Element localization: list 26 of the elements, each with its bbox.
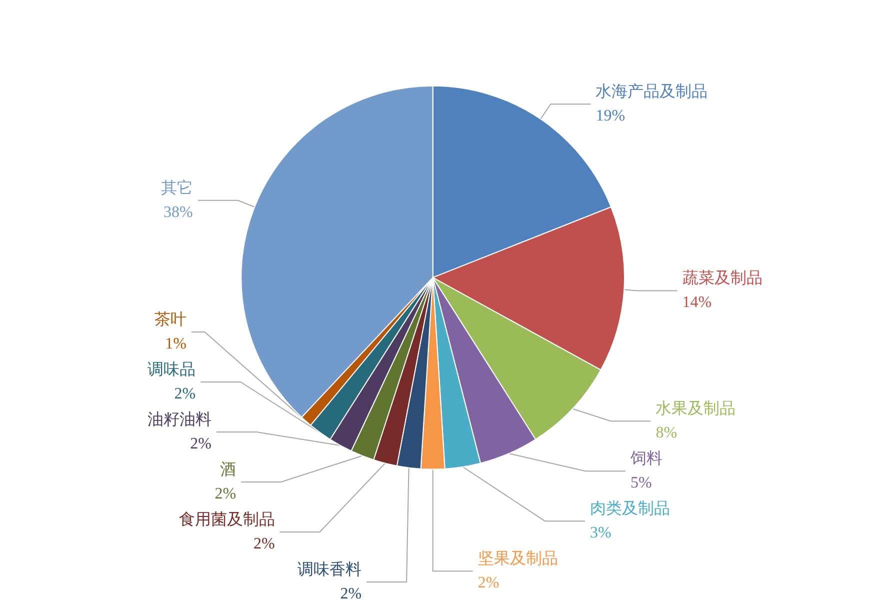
slice-label: 水果及制品: [656, 400, 736, 418]
slice-label: 调味品: [148, 360, 196, 378]
slice-label: 食用菌及制品: [178, 510, 275, 528]
slice-label: 肉类及制品: [590, 500, 670, 518]
slice-label: 油籽油料: [147, 410, 212, 428]
data-label: 2%: [190, 436, 212, 452]
data-label: 1%: [165, 336, 186, 352]
data-label: 3%: [590, 524, 612, 542]
data-label: 2%: [478, 574, 500, 592]
slice-label: 蔬菜及制品: [682, 269, 762, 288]
slice-label: 其它: [160, 178, 193, 197]
slice-label: 茶叶: [154, 310, 186, 328]
slice-label: 调味香料: [298, 560, 362, 578]
data-label: 19%: [596, 108, 626, 125]
data-label: 2%: [214, 486, 236, 502]
slice-label: 水海产品及制品: [596, 82, 708, 101]
slice-label: 饲料: [630, 450, 663, 468]
slice-label: 酒: [220, 460, 236, 478]
data-label: 2%: [174, 386, 196, 402]
data-label: 38%: [164, 204, 193, 221]
data-label: 5%: [630, 474, 652, 492]
data-label: 2%: [340, 586, 362, 602]
data-label: 2%: [253, 536, 275, 552]
data-label: 8%: [656, 424, 678, 442]
slice-label: 坚果及制品: [478, 550, 558, 568]
data-label: 14%: [682, 294, 712, 312]
